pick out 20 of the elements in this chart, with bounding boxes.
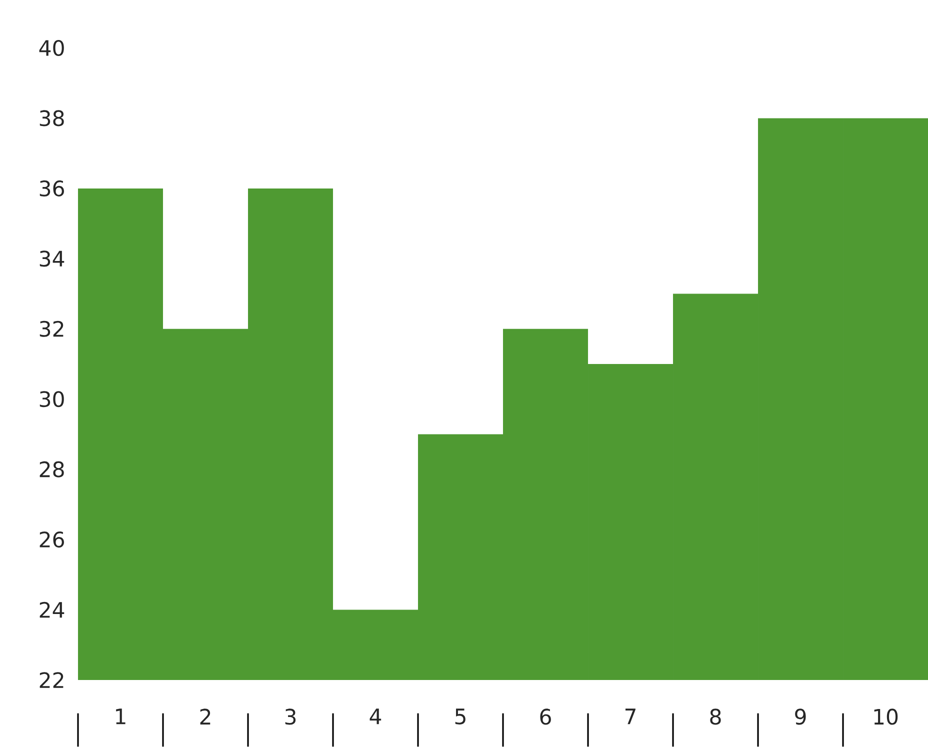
y-tick-label: 36	[40, 180, 64, 196]
x-tick-label: 7	[626, 708, 636, 724]
x-tick-label: 8	[710, 708, 721, 725]
y-tick-label: 32	[40, 320, 64, 337]
y-tick-label: 38	[40, 110, 64, 126]
y-tick-label: 24	[40, 602, 64, 618]
y-tick-label: 30	[40, 391, 64, 408]
x-tick-label: 9	[795, 708, 806, 725]
y-tick-label: 26	[40, 532, 64, 548]
x-tick-label: 10	[874, 708, 898, 725]
y-tick-label: 34	[40, 250, 64, 267]
y-tick-label: 40	[39, 40, 64, 56]
y-tick-label: 22	[40, 672, 64, 688]
x-tick-label: 1	[116, 708, 126, 724]
x-tick-label: 3	[285, 708, 296, 725]
x-tick-label: 4	[370, 708, 382, 724]
x-tick-label: 6	[540, 708, 551, 725]
x-tick-label: 5	[455, 708, 466, 724]
x-tick-label: 2	[200, 708, 210, 724]
y-tick-label: 28	[40, 461, 64, 478]
